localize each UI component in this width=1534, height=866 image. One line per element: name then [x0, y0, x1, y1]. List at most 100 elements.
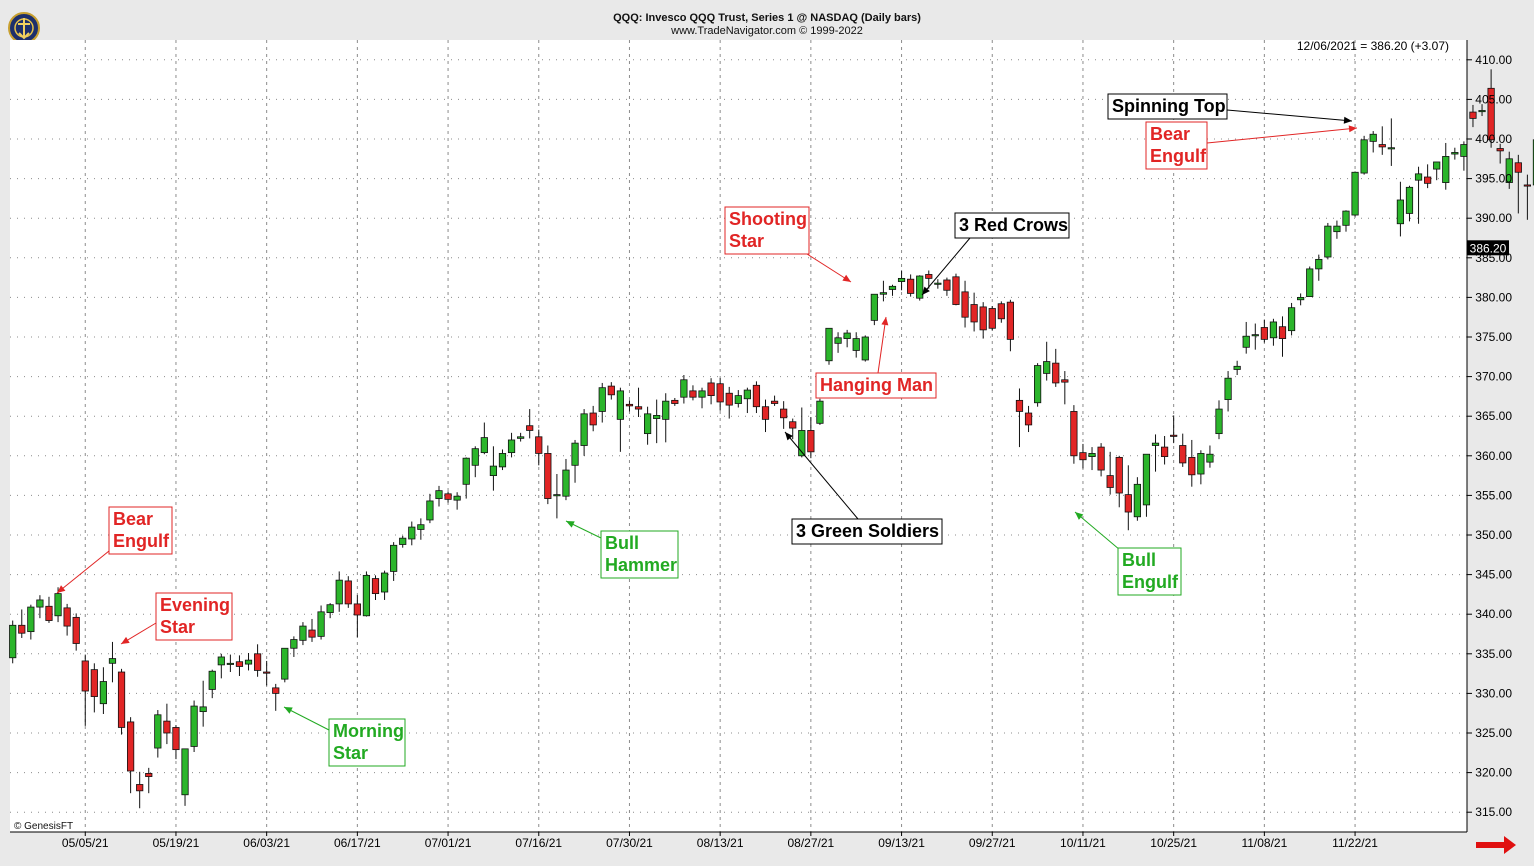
candle-body [1514, 162, 1522, 173]
candle-down [308, 618, 316, 642]
candle-up [1442, 142, 1450, 190]
candle-down [344, 576, 352, 608]
candle-up [317, 605, 325, 640]
candle-down [752, 381, 761, 414]
candle-up [1251, 323, 1259, 350]
y-tick-label: 325.00 [1475, 726, 1512, 740]
candle-up [36, 595, 44, 619]
y-tick-label: 370.00 [1475, 370, 1512, 384]
candle-body [1188, 456, 1196, 476]
candle-body [181, 748, 189, 796]
candle-up [897, 270, 906, 291]
candle-body [208, 670, 216, 690]
candle-body [517, 436, 525, 439]
candle-up [362, 571, 371, 617]
candle-body [99, 681, 107, 705]
candle-body [770, 400, 779, 404]
candle-up [1369, 131, 1377, 153]
x-tick-label: 05/19/21 [153, 836, 200, 850]
candle-body [1233, 365, 1241, 370]
candle-body [843, 332, 851, 339]
candle-down [544, 445, 552, 505]
annotation-leader-line [283, 706, 330, 731]
red-right-arrow-icon[interactable] [1474, 835, 1518, 855]
candle-down [1106, 451, 1114, 495]
x-tick-label: 07/01/21 [425, 836, 472, 850]
candle-body [281, 647, 289, 680]
candle-body [253, 653, 262, 671]
annotation-label: Engulf [1122, 572, 1179, 592]
candle-up [598, 382, 606, 423]
y-axis: 315.00 320.00 325.00 330.00 335.00 340.00 345.… [1467, 53, 1512, 819]
candle-body [1369, 133, 1377, 142]
annotation-label: 3 Green Soldiers [796, 521, 939, 541]
candle-down [63, 603, 71, 636]
candle-body [1160, 446, 1169, 457]
candle-body [426, 500, 434, 521]
x-tick-label: 08/13/21 [697, 836, 744, 850]
candle-down [535, 429, 543, 466]
annotation-label: Shooting [729, 209, 807, 229]
candle-body [1015, 399, 1024, 412]
plot-area [10, 40, 1467, 832]
x-axis: 05/05/21 05/19/21 06/03/21 06/17/21 07/01/21… [62, 832, 1378, 850]
candle-body [1424, 176, 1432, 184]
candle-body [290, 639, 298, 649]
annotation-label: Bear [113, 509, 153, 529]
annotation-arrowhead [566, 521, 575, 528]
candle-up [1269, 318, 1278, 346]
candle-body [1396, 199, 1405, 225]
x-tick-label: 06/03/21 [243, 836, 290, 850]
candle-down [1278, 316, 1287, 357]
candle-body [507, 439, 516, 454]
candle-down [1052, 348, 1060, 387]
candle-body [1151, 442, 1160, 446]
candle-body [1079, 452, 1087, 461]
candle-body [1460, 144, 1468, 157]
candle-body [1061, 379, 1069, 383]
candle-body [571, 442, 579, 466]
candle-up [680, 375, 688, 404]
candle-body [1505, 158, 1513, 183]
pattern-annotation: 3 Green Soldiers [784, 431, 943, 545]
candle-body [326, 604, 334, 614]
candle-body [9, 624, 17, 659]
candle-down [1469, 104, 1477, 128]
annotation-label: Morning [333, 721, 404, 741]
candle-body [90, 669, 98, 697]
candle-body [598, 387, 606, 412]
candle-up [798, 407, 806, 458]
annotation-arrowhead [57, 585, 66, 593]
candle-down [625, 400, 634, 412]
candle-up [861, 335, 869, 362]
candle-body [897, 277, 906, 282]
candle-up [154, 710, 162, 758]
candle-up [54, 587, 62, 623]
annotation-leader-line [1074, 511, 1121, 551]
annotation-label: Star [160, 617, 195, 637]
candle-up [190, 700, 198, 753]
candle-up [417, 518, 425, 540]
candle-body [344, 580, 352, 605]
annotation-label: Bear [1150, 124, 1190, 144]
annotation-leader-line [784, 431, 859, 520]
candle-down [907, 274, 915, 297]
x-tick-label: 09/27/21 [969, 836, 1016, 850]
candle-body [1251, 334, 1259, 337]
candle-up [299, 622, 307, 646]
candle-up [888, 284, 897, 296]
candle-body [1142, 453, 1151, 506]
candle-up [498, 449, 507, 471]
candle-down [970, 292, 978, 332]
candle-body [979, 306, 987, 331]
candle-body [888, 285, 897, 290]
candle-body [707, 382, 715, 397]
annotation-arrowhead [881, 317, 889, 326]
candle-body [671, 399, 679, 404]
candle-body [644, 413, 652, 435]
candle-body [1315, 258, 1323, 270]
candle-body [1278, 326, 1287, 339]
candle-up [834, 332, 842, 353]
annotation-box [1117, 547, 1182, 596]
